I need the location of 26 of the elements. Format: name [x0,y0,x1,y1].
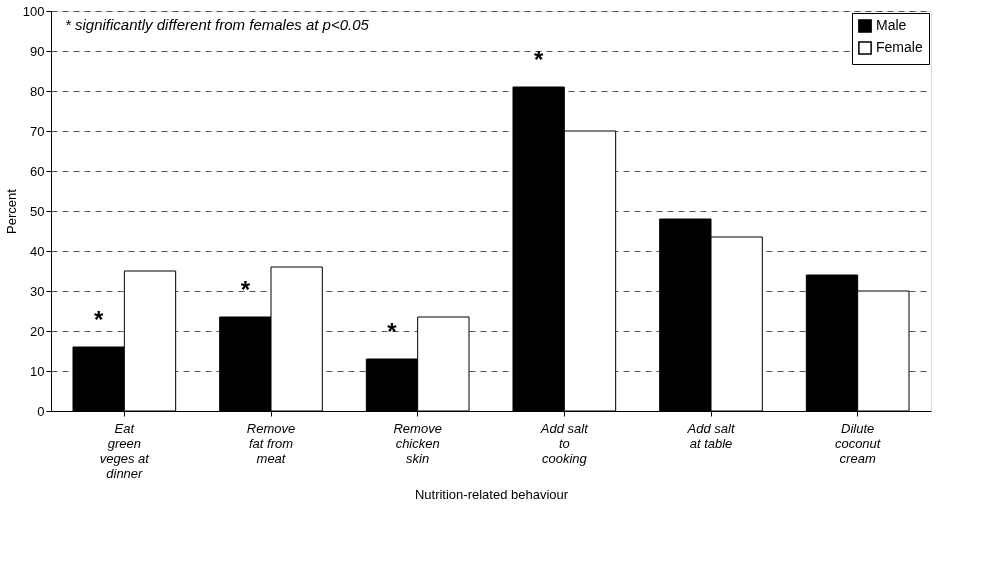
y-tick-label: 20 [30,323,45,339]
x-axis-title: Nutrition-related behaviour [414,486,569,502]
y-tick-label: 80 [30,83,45,99]
annotation: * significantly different from females at p<0.05 [65,16,370,33]
annotation: * [387,318,398,345]
x-tick-label: Add salt to cooking [539,420,590,466]
y-tick-label: 90 [30,43,45,59]
y-tick-label: 70 [30,123,45,139]
y-tick-label: 100 [22,3,45,19]
y-axis-title: Percent [3,188,19,234]
x-tick-label: Dilute coconut cream [834,420,882,466]
y-tick-label: 0 [37,403,45,419]
legend-label: Male [876,17,907,33]
y-tick-label: 60 [30,163,45,179]
x-tick-label: Add salt at table [686,420,736,451]
legend-label: Female [876,39,923,55]
x-tick-label: Eat green veges at dinner [99,420,151,481]
y-tick-label: 40 [30,243,45,259]
y-tick-label: 30 [30,283,45,299]
y-tick-label: 50 [30,203,45,219]
x-tick-label: Remove chicken skin [393,420,442,466]
x-tick-label: Remove fat from meat [246,420,296,466]
annotation: * [240,276,251,303]
annotation: * [533,46,544,73]
y-tick-label: 10 [30,363,45,379]
annotation: * [93,306,104,333]
